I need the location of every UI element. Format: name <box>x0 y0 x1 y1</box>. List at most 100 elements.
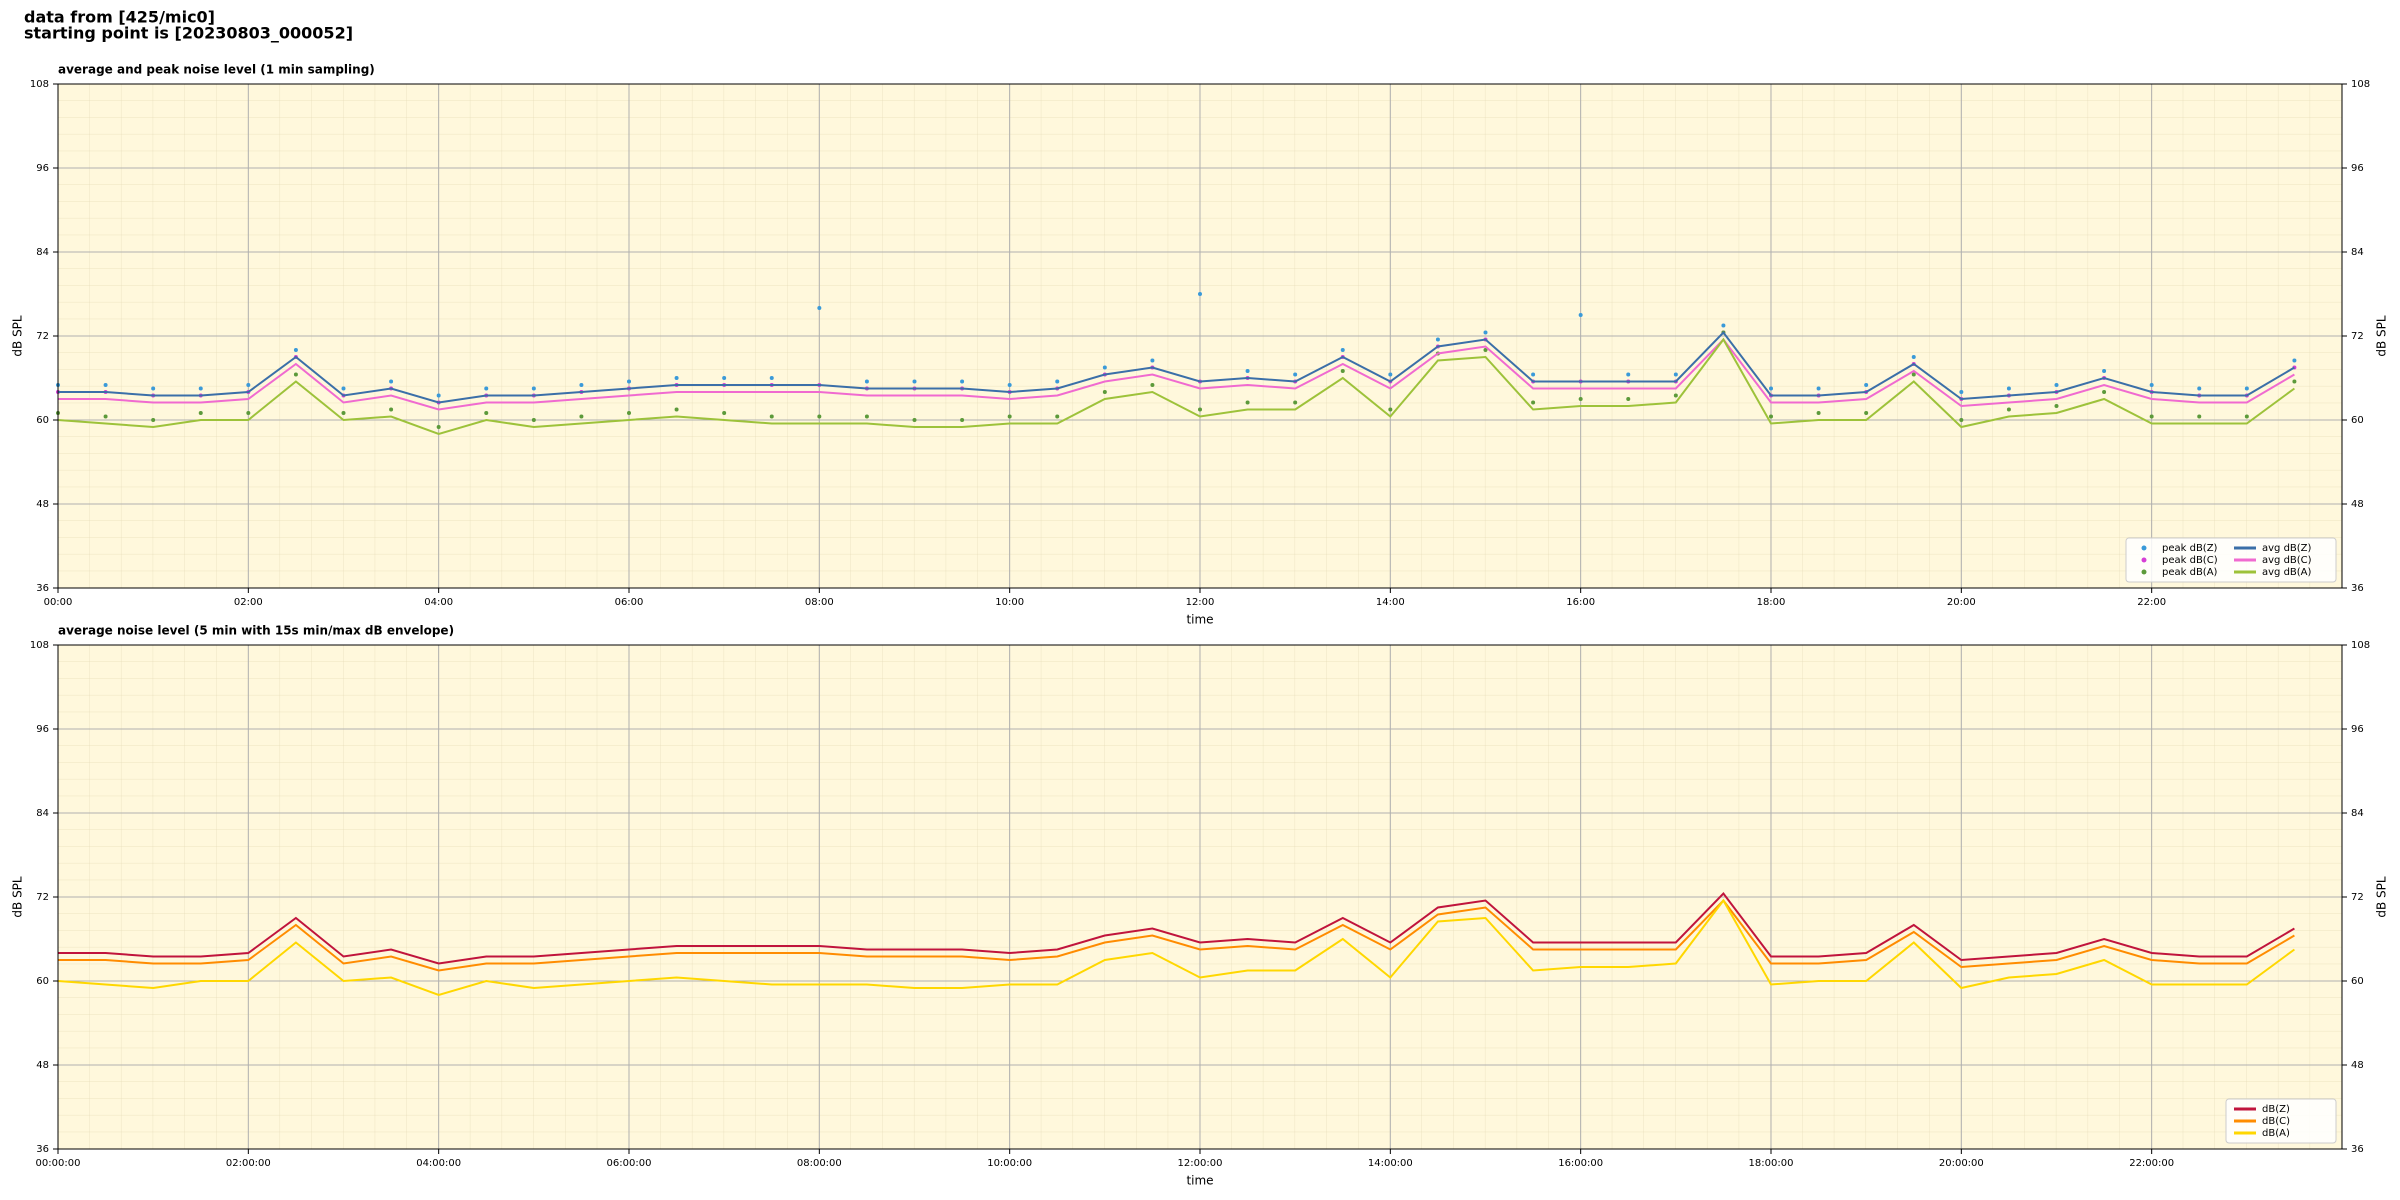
peak-point <box>1293 400 1298 405</box>
peak-point <box>2292 379 2297 384</box>
legend-box <box>2125 537 2337 583</box>
peak-point <box>1340 348 1345 352</box>
legend-label: dB(Z) <box>2262 1104 2290 1115</box>
peak-point <box>1864 383 1869 387</box>
y-tick-label-right: 108 <box>2351 79 2370 90</box>
x-tick-label: 02:00 <box>234 597 263 608</box>
peak-point <box>864 379 869 384</box>
peak-point <box>1102 365 1107 370</box>
peak-point <box>341 411 346 415</box>
peak-point <box>2102 390 2107 394</box>
peak-point <box>1150 358 1155 363</box>
peak-point <box>722 411 727 415</box>
peak-point <box>246 383 251 387</box>
peak-point <box>960 379 965 384</box>
peak-point <box>1911 372 1916 377</box>
peak-point <box>864 414 869 419</box>
x-tick-label: 04:00 <box>424 597 453 608</box>
peak-point <box>1769 386 1773 391</box>
peak-point <box>579 383 584 387</box>
legend-label: peak dB(Z) <box>2162 543 2218 554</box>
y-axis-label: dB SPL <box>11 876 25 918</box>
peak-point <box>103 383 108 387</box>
y-tick-label: 48 <box>36 1060 49 1071</box>
x-tick-label: 08:00 <box>805 597 834 608</box>
y-tick-label-right: 48 <box>2351 1060 2364 1071</box>
peak-point <box>912 418 917 422</box>
plot-frame <box>57 83 2343 589</box>
x-tick-label: 00:00 <box>44 597 73 608</box>
peak-point <box>817 306 822 310</box>
y-tick-label-right: 36 <box>2351 1144 2364 1155</box>
peak-point <box>1721 323 1726 328</box>
y-tick-label: 48 <box>36 499 49 510</box>
peak-point <box>1673 372 1678 377</box>
y-tick-label: 84 <box>36 247 49 258</box>
peak-point <box>1531 372 1536 377</box>
y-tick-label-right: 84 <box>2351 808 2364 819</box>
x-tick-label: 12:00:00 <box>1178 1158 1223 1169</box>
peak-point <box>1531 400 1536 405</box>
legend-label: dB(C) <box>2262 1116 2290 1127</box>
x-tick-label: 10:00:00 <box>987 1158 1032 1169</box>
peak-point <box>579 414 584 419</box>
peak-point <box>627 411 631 415</box>
y-tick-label-right: 48 <box>2351 499 2364 510</box>
legend-marker <box>2141 569 2147 575</box>
peak-point <box>2292 358 2297 363</box>
y-axis-label-right: dB SPL <box>2375 315 2389 357</box>
peak-point <box>1198 292 1202 296</box>
peak-point <box>1578 313 1583 317</box>
peak-point <box>151 386 156 391</box>
peak-point <box>2149 414 2154 419</box>
x-tick-label: 20:00:00 <box>1939 1158 1984 1169</box>
x-tick-label: 18:00:00 <box>1749 1158 1794 1169</box>
peak-point <box>389 407 394 412</box>
plot-frame <box>57 644 2343 1150</box>
peak-point <box>1388 372 1393 377</box>
y-axis-label-right: dB SPL <box>2375 876 2389 918</box>
peak-point <box>436 393 441 398</box>
y-tick-label: 72 <box>36 331 49 342</box>
y-tick-label-right: 96 <box>2351 724 2364 735</box>
peak-point <box>1816 386 1821 391</box>
y-tick-label: 96 <box>36 724 49 735</box>
peak-point <box>341 386 346 391</box>
peak-point <box>1769 414 1773 419</box>
peak-point <box>1198 407 1202 412</box>
x-tick-label: 08:00:00 <box>797 1158 842 1169</box>
peak-point <box>1102 390 1107 394</box>
legend-marker <box>2141 557 2147 563</box>
y-tick-label: 36 <box>36 1144 49 1155</box>
peak-point <box>2244 386 2249 391</box>
y-tick-label-right: 96 <box>2351 163 2364 174</box>
peak-point <box>1483 348 1488 352</box>
peak-point <box>389 379 394 384</box>
x-tick-label: 02:00:00 <box>226 1158 271 1169</box>
peak-point <box>198 386 203 391</box>
peak-point <box>769 376 774 380</box>
x-tick-label: 16:00:00 <box>1558 1158 1603 1169</box>
peak-point <box>1150 383 1155 387</box>
peak-point <box>103 414 108 419</box>
peak-point <box>674 376 679 380</box>
header-line: starting point is [20230803_000052] <box>24 24 353 43</box>
series-line <box>58 337 2295 411</box>
peak-point <box>2054 383 2059 387</box>
peak-point <box>1340 369 1345 373</box>
x-tick-label: 18:00 <box>1757 597 1786 608</box>
peak-point <box>293 348 298 352</box>
y-tick-label-right: 108 <box>2351 640 2370 651</box>
y-tick-label-right: 84 <box>2351 247 2364 258</box>
y-tick-label: 36 <box>36 583 49 594</box>
x-tick-label: 10:00 <box>995 597 1024 608</box>
peak-point <box>1626 372 1631 377</box>
peak-point <box>2054 404 2059 408</box>
y-tick-label: 60 <box>36 976 49 987</box>
y-tick-label: 84 <box>36 808 49 819</box>
series-line <box>58 891 2295 965</box>
legend-label: avg dB(C) <box>2262 555 2312 566</box>
peak-point <box>484 411 489 415</box>
header-line: data from [425/mic0] <box>24 8 215 27</box>
y-tick-label: 60 <box>36 415 49 426</box>
